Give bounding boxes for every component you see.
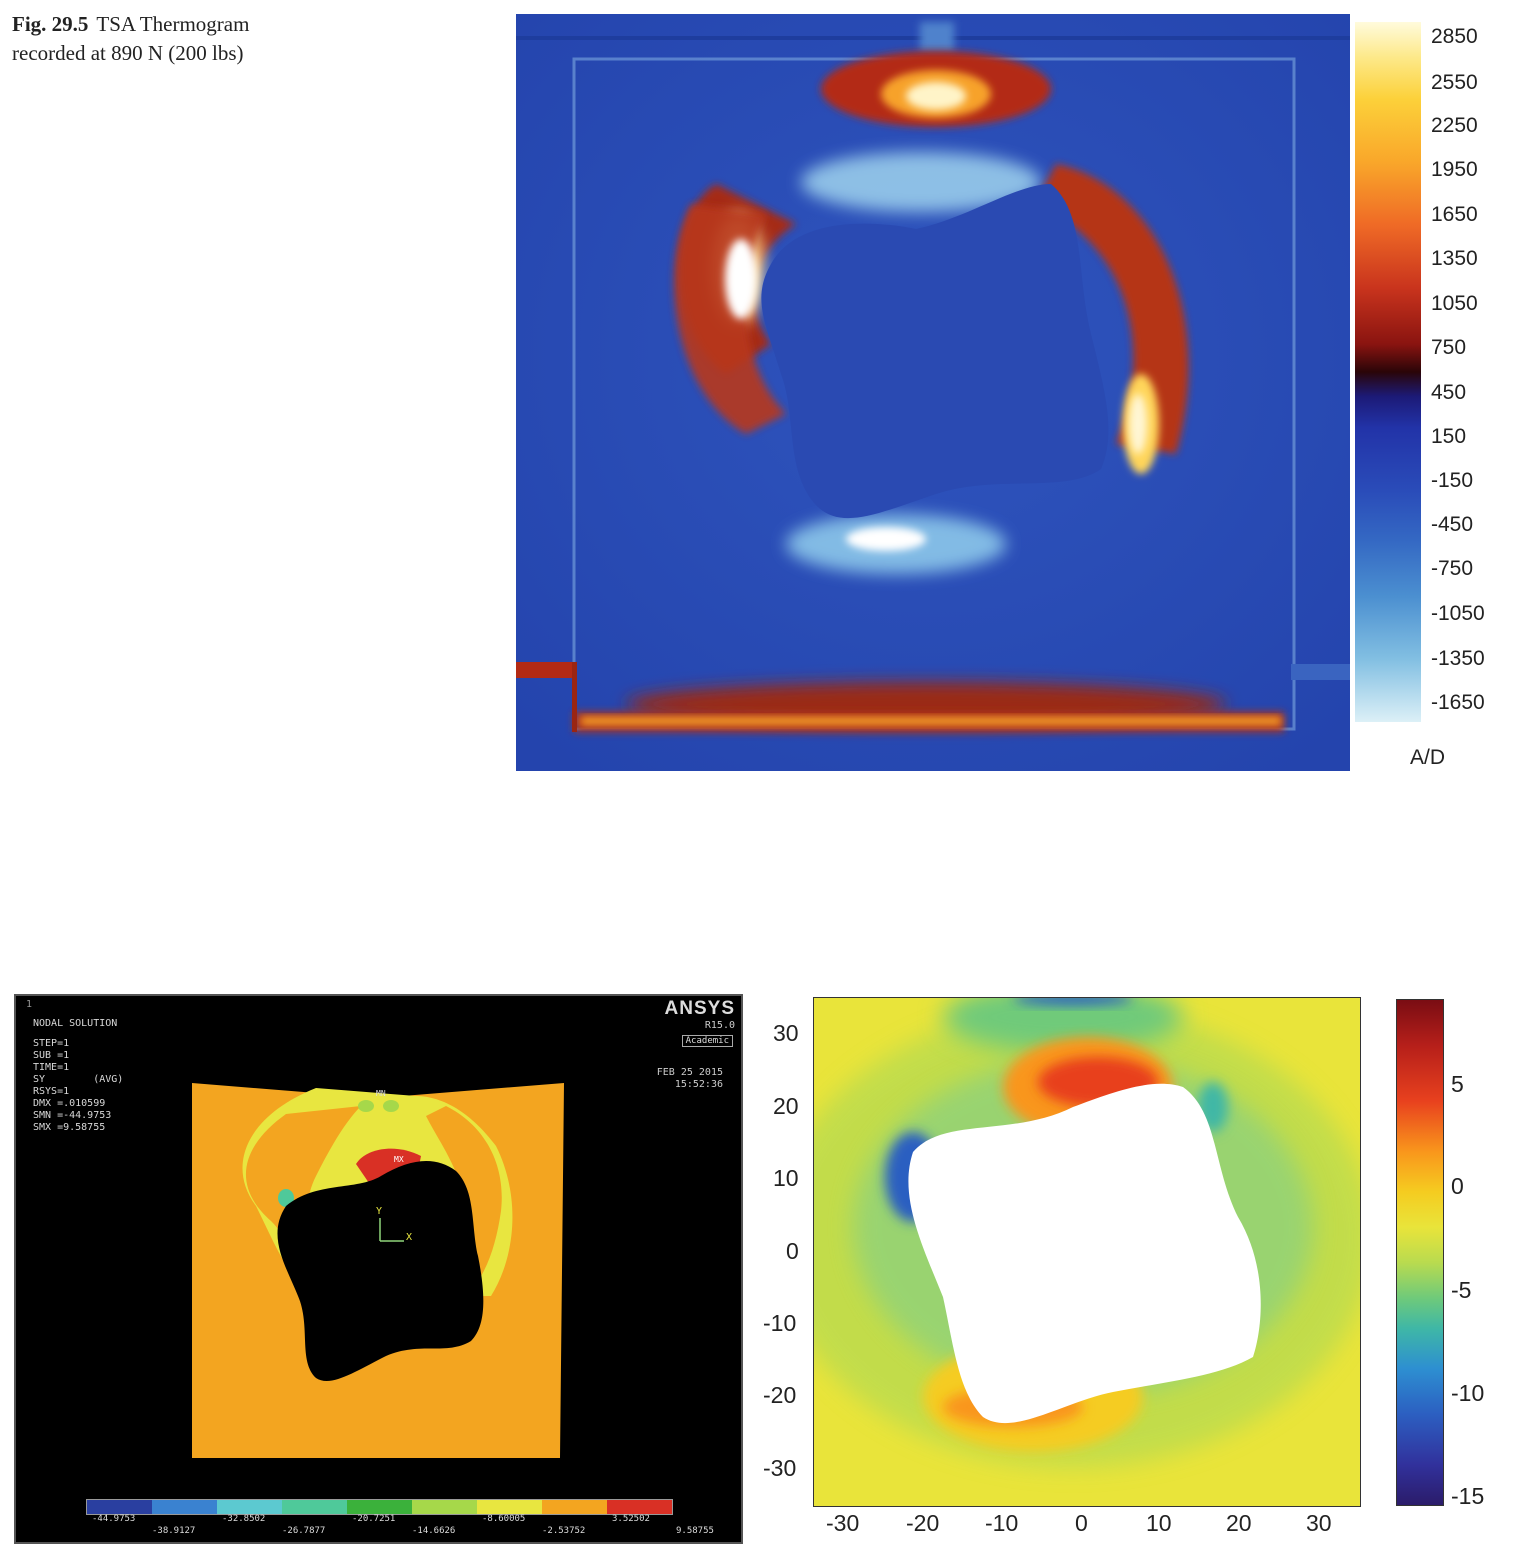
ansys-date: FEB 25 2015 bbox=[656, 1067, 723, 1078]
ansys-legend-label: -44.9753 bbox=[92, 1514, 136, 1524]
ansys-legend-swatch bbox=[542, 1500, 607, 1514]
tsa-colorbar-tick: 1950 bbox=[1431, 158, 1478, 181]
tsa-colorbar bbox=[1355, 22, 1421, 722]
tsa-colorbar-tick: -1350 bbox=[1431, 647, 1485, 670]
ansys-mx-marker: MX bbox=[394, 1155, 404, 1164]
ansys-time: 15:52:36 bbox=[674, 1079, 723, 1090]
ansys-legend-label: 9.58755 bbox=[676, 1526, 714, 1536]
ansys-info-line: NODAL SOLUTION bbox=[33, 1018, 118, 1029]
dic-colorbar bbox=[1396, 999, 1444, 1506]
dic-x-tick: -10 bbox=[985, 1510, 1019, 1536]
ansys-contour-plot: Y X MN MX bbox=[192, 1083, 564, 1458]
tsa-colorbar-tick: 1050 bbox=[1431, 292, 1478, 315]
ansys-info-line: TIME=1 bbox=[33, 1062, 70, 1073]
ansys-legend-label: -14.6626 bbox=[412, 1526, 456, 1536]
dic-y-tick: 0 bbox=[786, 1238, 799, 1264]
tsa-colorbar-tick: 750 bbox=[1431, 336, 1467, 359]
tsa-colorbar-tick: 2850 bbox=[1431, 25, 1478, 48]
tsa-colorbar-tick: 2250 bbox=[1431, 114, 1478, 137]
tsa-colorbar-tick: -450 bbox=[1431, 513, 1474, 536]
ansys-legend-swatch bbox=[607, 1500, 672, 1514]
tsa-colorbar-tick: -1650 bbox=[1431, 691, 1485, 714]
ansys-legend-label: 3.52502 bbox=[612, 1514, 650, 1524]
ansys-legend-swatch bbox=[217, 1500, 282, 1514]
ansys-edition: Academic bbox=[681, 1035, 733, 1047]
ansys-legend-label: -38.9127 bbox=[152, 1526, 196, 1536]
ansys-legend-label: -32.8502 bbox=[222, 1514, 266, 1524]
tsa-colorbar-tick: 2550 bbox=[1431, 71, 1478, 94]
ansys-info-line: DMX =.010599 bbox=[33, 1098, 106, 1109]
dic-x-tick: -20 bbox=[906, 1510, 940, 1536]
caption-line-1: TSA Thermogram bbox=[96, 12, 250, 36]
dic-y-tick: 30 bbox=[773, 1020, 799, 1046]
dic-x-tick: 10 bbox=[1146, 1510, 1172, 1536]
ansys-legend-label: -2.53752 bbox=[542, 1526, 586, 1536]
dic-y-tick: 10 bbox=[773, 1165, 799, 1191]
dic-y-tick: -10 bbox=[763, 1310, 797, 1336]
figure-caption: Fig. 29.5 TSA Thermogram recorded at 890 … bbox=[12, 10, 372, 68]
tsa-colorbar-tick: 1350 bbox=[1431, 247, 1478, 270]
tsa-colorbar-tick: -1050 bbox=[1431, 602, 1485, 625]
figure-label: Fig. 29.5 bbox=[12, 12, 89, 36]
ansys-mn-marker: MN bbox=[376, 1089, 386, 1098]
ansys-info-line: SMN =-44.9753 bbox=[33, 1110, 112, 1121]
dic-y-tick: -30 bbox=[763, 1455, 797, 1481]
dic-colorbar-tick: -5 bbox=[1451, 1277, 1472, 1303]
ansys-logo: ANSYS bbox=[664, 998, 735, 1019]
tsa-colorbar-tick: 150 bbox=[1431, 425, 1467, 448]
dic-x-tick: 0 bbox=[1075, 1510, 1088, 1536]
caption-line-2: recorded at 890 N (200 lbs) bbox=[12, 41, 244, 65]
dic-colorbar-tick: 5 bbox=[1451, 1071, 1464, 1097]
ansys-legend-swatch bbox=[477, 1500, 542, 1514]
dic-x-tick: 20 bbox=[1226, 1510, 1252, 1536]
tsa-colorbar-tick: -750 bbox=[1431, 557, 1474, 580]
ansys-info-line: SUB =1 bbox=[33, 1050, 70, 1061]
ansys-fea-panel: 1 NODAL SOLUTION STEP=1 SUB =1 TIME=1 SY… bbox=[14, 994, 743, 1544]
ansys-version: R15.0 bbox=[704, 1020, 735, 1031]
ansys-info-line: RSYS=1 bbox=[33, 1086, 70, 1097]
ansys-axis-y-label: Y bbox=[376, 1206, 382, 1217]
ansys-info-line: STEP=1 bbox=[33, 1038, 70, 1049]
ansys-legend-swatch bbox=[152, 1500, 217, 1514]
dic-colorbar-tick: 0 bbox=[1451, 1173, 1464, 1199]
tsa-thermogram bbox=[516, 14, 1350, 771]
dic-colorbar-tick: -15 bbox=[1451, 1483, 1485, 1509]
tsa-colorbar-tick: -150 bbox=[1431, 469, 1474, 492]
dic-x-tick: 30 bbox=[1306, 1510, 1332, 1536]
dic-y-tick: 20 bbox=[773, 1093, 799, 1119]
ansys-legend-label: -26.7877 bbox=[282, 1526, 326, 1536]
ansys-legend-swatch bbox=[347, 1500, 412, 1514]
ansys-info-line: SY (AVG) bbox=[33, 1074, 124, 1085]
dic-colorbar-tick: -10 bbox=[1451, 1380, 1485, 1406]
tsa-colorbar-tick: 1650 bbox=[1431, 203, 1478, 226]
ansys-info-line: SMX =9.58755 bbox=[33, 1122, 106, 1133]
ansys-legend-label: -8.60005 bbox=[482, 1514, 526, 1524]
ansys-legend-swatch bbox=[282, 1500, 347, 1514]
ansys-legend-swatch bbox=[87, 1500, 152, 1514]
dic-heatmap bbox=[813, 997, 1361, 1507]
ansys-window-index: 1 bbox=[26, 999, 33, 1010]
tsa-colorbar-unit: A/D bbox=[1410, 746, 1446, 769]
ansys-legend-bar bbox=[86, 1499, 673, 1515]
ansys-timestamp: FEB 25 2015 15:52:36 bbox=[657, 1067, 723, 1091]
tsa-colorbar-tick: 450 bbox=[1431, 381, 1467, 404]
ansys-legend-swatch bbox=[412, 1500, 477, 1514]
dic-y-tick: -20 bbox=[763, 1382, 797, 1408]
ansys-legend-label: -20.7251 bbox=[352, 1514, 396, 1524]
dic-x-tick: -30 bbox=[826, 1510, 860, 1536]
ansys-axis-x-label: X bbox=[406, 1232, 412, 1243]
